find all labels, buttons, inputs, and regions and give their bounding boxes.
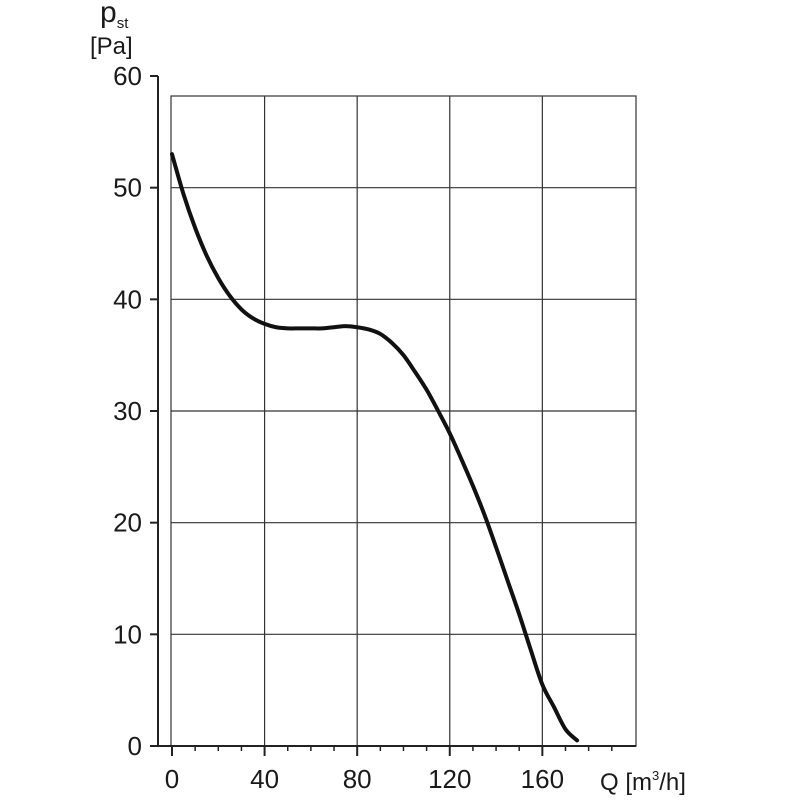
x-axis-superscript: 3 (652, 768, 659, 783)
y-tick-label-10: 10 (113, 619, 142, 649)
y-axis-symbol: p (100, 0, 117, 29)
x-tick-label-40: 40 (250, 764, 279, 794)
y-axis-subscript: st (117, 15, 130, 32)
x-tick-label-160: 160 (521, 764, 564, 794)
series (170, 152, 580, 743)
y-tick-label-0: 0 (128, 731, 142, 761)
y-axis-title: pst (100, 0, 129, 32)
series-line-0 (170, 152, 580, 743)
x-axis-title-suffix: /h] (659, 769, 686, 796)
y-tick-label-20: 20 (113, 508, 142, 538)
y-axis-unit: [Pa] (90, 33, 133, 60)
y-tick-label-40: 40 (113, 284, 142, 314)
tick-labels: 0 10 20 30 40 50 60 0 40 80 120 160 (113, 61, 564, 794)
grid (170, 95, 637, 747)
ticks (150, 75, 613, 756)
plot-frame (170, 95, 637, 747)
y-tick-label-30: 30 (113, 396, 142, 426)
x-axis-title-prefix: Q [m (600, 769, 652, 796)
x-tick-label-120: 120 (428, 764, 471, 794)
x-axis-title: Q [m3/h] (600, 768, 686, 796)
x-tick-label-0: 0 (165, 764, 179, 794)
y-tick-label-60: 60 (113, 61, 142, 91)
x-tick-label-80: 80 (343, 764, 372, 794)
y-tick-label-50: 50 (113, 173, 142, 203)
